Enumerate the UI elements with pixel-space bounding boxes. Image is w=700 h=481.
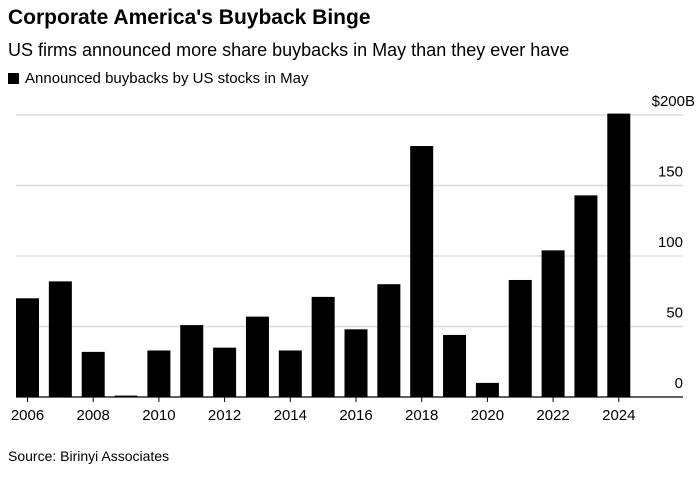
- x-tick-label: 2018: [405, 407, 438, 424]
- bar-2015: [311, 296, 335, 397]
- x-tick-label: 2008: [77, 407, 110, 424]
- bar-2018: [410, 146, 434, 397]
- bar-2022: [541, 250, 565, 397]
- bar-2012: [213, 347, 237, 397]
- bar-2013: [245, 316, 269, 397]
- y-tick-label: 100: [658, 234, 683, 251]
- y-tick-label: 150: [658, 164, 683, 181]
- x-tick-label: 2020: [471, 407, 504, 424]
- bar-2019: [443, 334, 467, 397]
- source-note: Source: Birinyi Associates: [8, 448, 170, 464]
- bar-2024: [607, 113, 631, 397]
- bar-2007: [48, 281, 72, 397]
- bar-2010: [147, 350, 171, 397]
- bar-2017: [377, 284, 401, 397]
- x-tick-label: 2014: [274, 407, 307, 424]
- chart-title: Corporate America's Buyback Binge: [8, 6, 371, 29]
- x-tick-label: 2022: [536, 407, 569, 424]
- legend-label: Announced buybacks by US stocks in May: [25, 70, 309, 87]
- chart-subtitle: US firms announced more share buybacks i…: [8, 40, 570, 60]
- y-tick-label: 0: [675, 375, 683, 392]
- bar-2008: [81, 351, 105, 397]
- y-tick-label: 50: [666, 305, 683, 322]
- bar-2021: [508, 279, 532, 397]
- bar-2009: [114, 395, 138, 397]
- legend-swatch: [8, 73, 19, 84]
- x-tick-label: 2016: [339, 407, 372, 424]
- x-tick-label: 2012: [208, 407, 241, 424]
- x-tick-label: 2006: [11, 407, 44, 424]
- x-tick-label: 2024: [602, 407, 635, 424]
- x-tick-label: 2010: [142, 407, 175, 424]
- bar-2016: [344, 329, 368, 397]
- bar-2006: [16, 298, 39, 397]
- y-tick-label: $200B: [652, 93, 695, 110]
- bar-2023: [574, 195, 598, 397]
- bar-2020: [475, 382, 499, 397]
- bar-2011: [180, 325, 204, 397]
- legend: Announced buybacks by US stocks in May: [8, 70, 308, 87]
- bar-2014: [278, 350, 302, 397]
